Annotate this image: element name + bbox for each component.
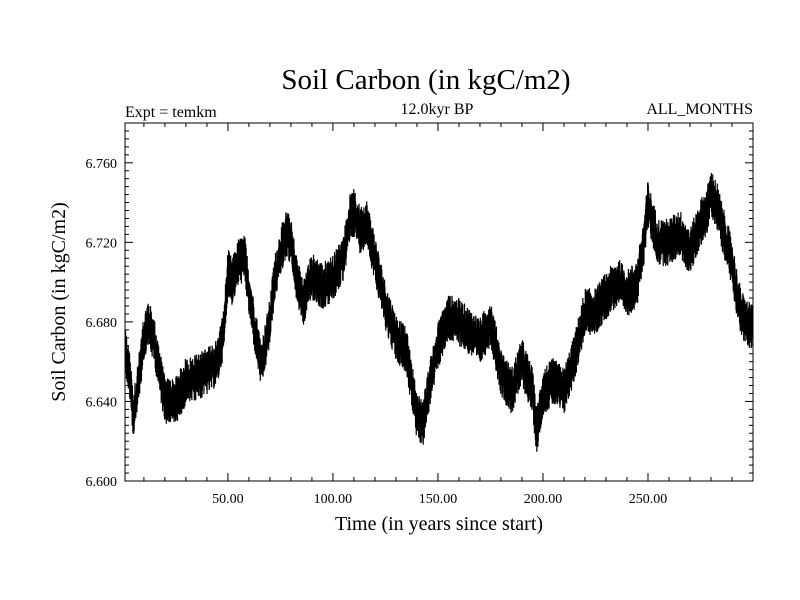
chart-subtitle: 12.0kyr BP <box>401 101 474 118</box>
y-tick-label: 6.720 <box>86 236 118 251</box>
x-axis-label: Time (in years since start) <box>335 513 543 535</box>
data-series <box>125 173 753 452</box>
x-tick-label: 50.00 <box>212 492 244 507</box>
x-tick-label: 150.00 <box>419 492 458 507</box>
x-tick-label: 250.00 <box>629 492 668 507</box>
x-tick-label: 100.00 <box>314 492 353 507</box>
series-line <box>125 173 753 452</box>
y-tick-label: 6.640 <box>86 395 118 410</box>
chart-right-label: ALL_MONTHS <box>646 101 753 118</box>
chart-left-label: Expt = temkm <box>125 104 217 121</box>
x-tick-label: 200.00 <box>524 492 563 507</box>
y-axis: 6.600 6.640 6.680 6.720 6.760 <box>86 130 753 490</box>
y-tick-label: 6.600 <box>86 475 118 490</box>
y-tick-label: 6.760 <box>86 157 118 172</box>
chart-title: Soil Carbon (in kgC/m2) <box>281 64 570 96</box>
x-axis: 50.00 100.00 150.00 200.00 250.00 <box>143 123 733 507</box>
y-tick-label: 6.680 <box>86 316 118 331</box>
plot-frame <box>124 122 754 482</box>
y-axis-label: Soil Carbon (in kgC/m2) <box>48 202 70 401</box>
